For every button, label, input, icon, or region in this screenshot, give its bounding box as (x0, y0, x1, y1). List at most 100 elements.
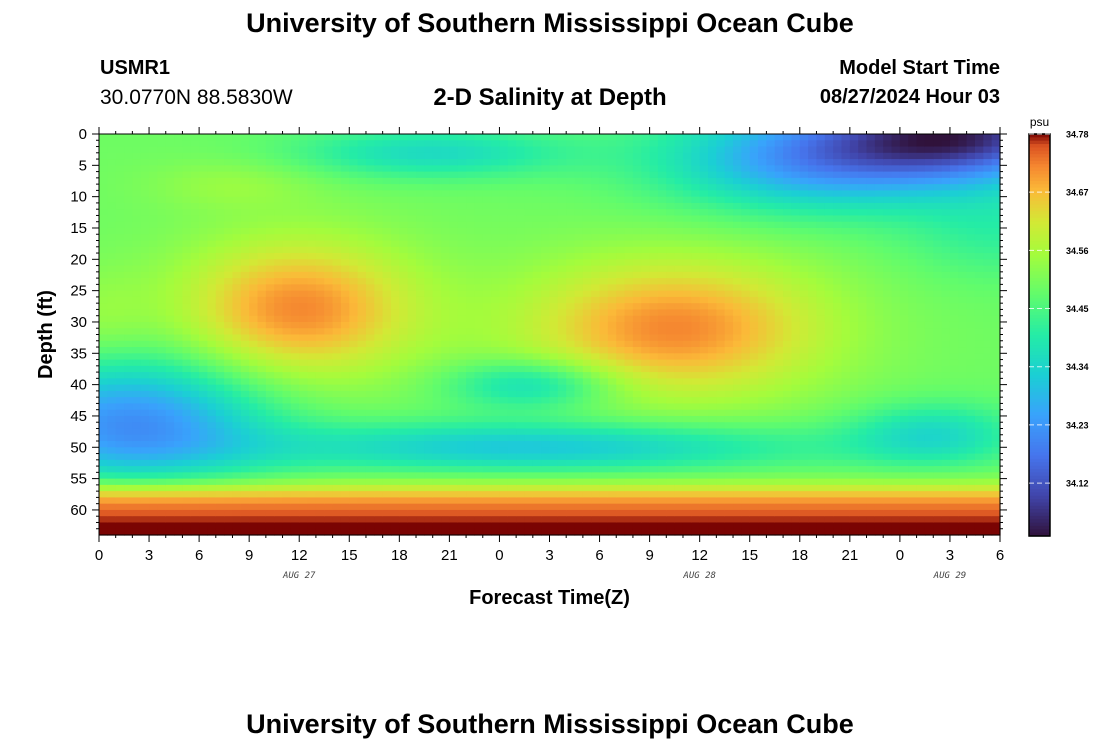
heatmap-cell (491, 234, 501, 242)
heatmap-cell (382, 253, 392, 260)
heatmap-cell (432, 234, 442, 242)
heatmap-cell (466, 484, 476, 492)
heatmap-cell (641, 196, 651, 204)
heatmap-cell (616, 384, 626, 392)
heatmap-cell (349, 347, 359, 354)
heatmap-cell (499, 528, 509, 536)
heatmap-cell (482, 403, 492, 411)
heatmap-cell (249, 296, 259, 304)
heatmap-cell (474, 516, 484, 524)
heatmap-cell (224, 528, 234, 536)
heatmap-cell (532, 221, 542, 229)
heatmap-cell (215, 303, 225, 311)
heatmap-cell (699, 278, 709, 285)
heatmap-cell (516, 353, 526, 361)
heatmap-cell (657, 372, 667, 379)
heatmap-cell (632, 165, 642, 173)
heatmap-cell (449, 365, 459, 373)
heatmap-cell (157, 159, 167, 166)
heatmap-cell (507, 466, 517, 473)
heatmap-cell (524, 334, 534, 342)
heatmap-cell (516, 265, 526, 273)
heatmap-cell (741, 290, 751, 298)
heatmap-cell (199, 466, 209, 473)
heatmap-cell (491, 503, 501, 511)
heatmap-cell (616, 146, 626, 154)
heatmap-cell (299, 397, 309, 405)
heatmap-cell (274, 271, 284, 279)
heatmap-cell (674, 159, 684, 166)
heatmap-cell (591, 459, 601, 467)
heatmap-cell (541, 472, 551, 480)
heatmap-cell (224, 509, 234, 517)
heatmap-cell (315, 215, 325, 223)
heatmap-cell (674, 196, 684, 204)
heatmap-cell (449, 271, 459, 279)
heatmap-cell (382, 234, 392, 242)
heatmap-cell (507, 196, 517, 204)
heatmap-cell (390, 466, 400, 473)
heatmap-cell (399, 309, 409, 317)
heatmap-cell (99, 184, 108, 191)
heatmap-cell (115, 196, 125, 204)
heatmap-cell (107, 453, 117, 461)
heatmap-cell (699, 378, 709, 386)
heatmap-cell (416, 409, 425, 417)
heatmap-cell (365, 296, 375, 304)
heatmap-cell (99, 290, 108, 298)
heatmap-cell (549, 271, 559, 279)
heatmap-cell (599, 152, 609, 160)
heatmap-cell (324, 278, 334, 285)
heatmap-cell (299, 447, 309, 455)
heatmap-cell (599, 184, 609, 191)
heatmap-cell (124, 271, 133, 279)
heatmap-cell (99, 528, 108, 536)
heatmap-cell (99, 265, 108, 273)
heatmap-cell (691, 177, 701, 185)
heatmap-cell (307, 240, 317, 248)
heatmap-cell (182, 347, 192, 354)
heatmap-cell (99, 146, 108, 154)
heatmap-cell (157, 459, 167, 467)
heatmap-cell (215, 159, 225, 166)
heatmap-cell (249, 503, 259, 511)
heatmap-cell (708, 296, 717, 304)
heatmap-cell (215, 522, 225, 530)
heatmap-cell (691, 240, 701, 248)
heatmap-cell (741, 466, 751, 473)
heatmap-cell (224, 466, 234, 473)
heatmap-cell (507, 146, 517, 154)
heatmap-cell (249, 146, 259, 154)
heatmap-cell (99, 227, 108, 235)
heatmap-cell (616, 397, 626, 405)
heatmap-cell (466, 271, 476, 279)
heatmap-cell (399, 202, 409, 210)
heatmap-cell (741, 372, 751, 379)
heatmap-cell (566, 321, 576, 329)
heatmap-cell (365, 459, 375, 467)
heatmap-cell (566, 215, 576, 223)
heatmap-cell (249, 165, 259, 173)
heatmap-cell (232, 365, 242, 373)
heatmap-cell (599, 309, 609, 317)
heatmap-cell (207, 491, 217, 499)
heatmap-cell (282, 403, 292, 411)
heatmap-cell (557, 453, 567, 461)
heatmap-cell (641, 184, 651, 191)
heatmap-cell (424, 415, 434, 423)
heatmap-cell (190, 484, 200, 492)
heatmap-cell (449, 340, 459, 348)
heatmap-cell (215, 296, 225, 304)
heatmap-cell (399, 296, 409, 304)
heatmap-cell (282, 159, 292, 166)
heatmap-cell (424, 171, 434, 179)
heatmap-cell (115, 290, 125, 298)
heatmap-cell (741, 296, 751, 304)
heatmap-cell (582, 146, 592, 154)
heatmap-cell (432, 227, 442, 235)
heatmap-cell (274, 497, 284, 505)
heatmap-cell (699, 190, 709, 198)
heatmap-cell (199, 484, 209, 492)
heatmap-cell (532, 259, 542, 267)
heatmap-cell (708, 165, 717, 173)
